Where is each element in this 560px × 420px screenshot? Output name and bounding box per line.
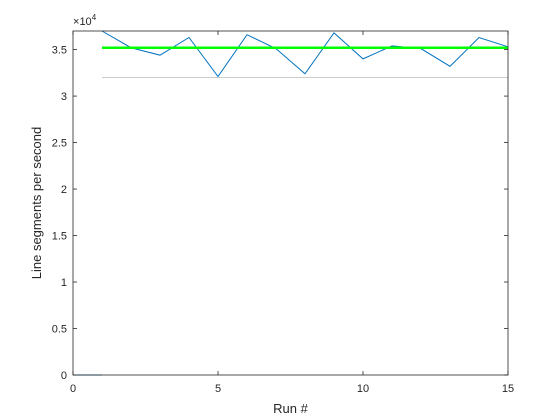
y-tick-label: 2 bbox=[61, 184, 67, 196]
y-tick-label: 0.5 bbox=[52, 324, 67, 336]
y-tick-label: 3 bbox=[61, 91, 67, 103]
x-tick-label: 15 bbox=[502, 383, 514, 395]
series-layer bbox=[73, 30, 509, 376]
ticks-layer: 0 5 10 15 0 0.5 1 1.5 2 2.5 3 3.5 bbox=[52, 31, 514, 395]
x-tick-label: 10 bbox=[357, 383, 369, 395]
y-tick-label: 1 bbox=[61, 277, 67, 289]
x-tick-label: 0 bbox=[70, 383, 76, 395]
series-0-line-1 bbox=[101, 30, 509, 78]
x-tick-label: 5 bbox=[215, 383, 221, 395]
y-exponent-label: ×104 bbox=[73, 13, 97, 28]
exponent-power: 4 bbox=[92, 13, 97, 22]
exponent-base-number: 10 bbox=[79, 16, 91, 28]
plot-area bbox=[73, 31, 508, 375]
y-tick-label: 3.5 bbox=[52, 45, 67, 57]
axes-box bbox=[72, 30, 509, 376]
exponent-base: × bbox=[73, 16, 79, 28]
y-tick-label: 0 bbox=[61, 370, 67, 382]
y-tick-label: 1.5 bbox=[52, 231, 67, 243]
y-tick-label: 2.5 bbox=[52, 138, 67, 150]
y-axis-label: Line segments per second bbox=[29, 127, 44, 279]
x-axis-label: Run # bbox=[273, 401, 308, 416]
